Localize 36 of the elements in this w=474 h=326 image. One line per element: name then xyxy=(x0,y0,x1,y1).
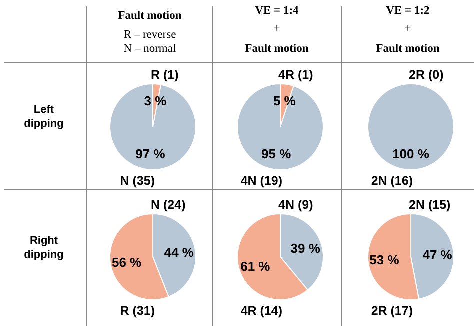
text: VE = 1:4 xyxy=(255,5,300,17)
slice-label: 2R (17) xyxy=(371,304,413,318)
data-label: 5 % xyxy=(273,94,296,109)
text: N – normal xyxy=(124,43,176,55)
text: Fault motion xyxy=(245,43,310,55)
slice-label: N (35) xyxy=(120,174,155,188)
slice-label: 4R (14) xyxy=(240,304,282,318)
data-label: 47 % xyxy=(422,247,453,262)
slice-label: 2N (15) xyxy=(409,198,451,212)
text: + xyxy=(274,23,280,35)
text: Fault motion xyxy=(118,10,182,22)
data-label: 53 % xyxy=(370,252,400,268)
slice-label: R (1) xyxy=(151,68,179,82)
category-label: 2R (0) xyxy=(409,68,444,82)
text: Left dipping xyxy=(24,104,64,130)
data-label: 100 % xyxy=(392,146,430,162)
text: VE = 1:2 xyxy=(386,5,430,17)
data-label: 3 % xyxy=(144,93,168,108)
pie-slice xyxy=(110,84,196,170)
data-label: 97 % xyxy=(136,146,166,162)
pie-slice xyxy=(237,84,324,170)
text: R – reverse xyxy=(124,29,176,41)
slice-label: 2N (16) xyxy=(371,174,413,188)
data-label: 95 % xyxy=(262,146,292,162)
slice-label: N (24) xyxy=(151,198,186,212)
data-label: 39 % xyxy=(290,240,321,256)
data-label: 44 % xyxy=(164,245,194,260)
slice-label: 4N (19) xyxy=(240,174,282,188)
text: + xyxy=(404,23,412,35)
text: Right dipping xyxy=(24,235,64,261)
data-label: 56 % xyxy=(112,254,142,270)
data-label: 61 % xyxy=(240,259,271,274)
slice-label: 4N (9) xyxy=(278,198,314,212)
slice-label: R (31) xyxy=(120,304,155,318)
slice-label: 4R (1) xyxy=(278,68,314,82)
text: Fault motion xyxy=(376,43,440,55)
